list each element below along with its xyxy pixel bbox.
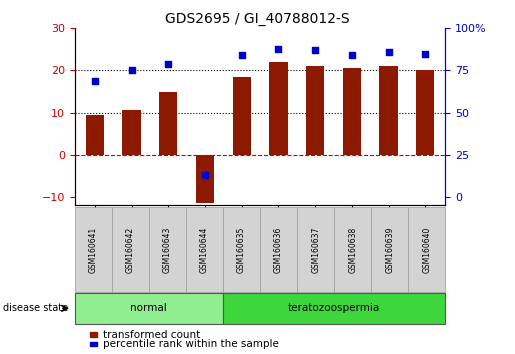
Bar — [306, 66, 324, 155]
Text: normal: normal — [130, 303, 167, 313]
Text: GSM160637: GSM160637 — [311, 226, 320, 273]
Bar — [233, 77, 251, 155]
Text: GSM160641: GSM160641 — [89, 227, 98, 273]
Text: GSM160643: GSM160643 — [163, 226, 172, 273]
Point — [237, 52, 246, 58]
Bar — [159, 92, 178, 155]
Bar — [196, 155, 214, 203]
Text: GSM160638: GSM160638 — [348, 227, 357, 273]
Text: transformed count: transformed count — [103, 330, 200, 340]
Text: GSM160639: GSM160639 — [385, 226, 394, 273]
Point — [348, 52, 356, 58]
Text: percentile rank within the sample: percentile rank within the sample — [103, 339, 279, 349]
Point — [274, 46, 283, 51]
Text: disease state: disease state — [3, 303, 67, 313]
Point — [311, 47, 319, 53]
Text: GSM160635: GSM160635 — [237, 226, 246, 273]
Bar — [342, 68, 361, 155]
Point — [421, 51, 430, 56]
Text: GSM160636: GSM160636 — [274, 226, 283, 273]
Bar — [269, 62, 287, 155]
Point — [201, 172, 209, 178]
Bar — [416, 70, 435, 155]
Bar — [380, 66, 398, 155]
Point — [127, 68, 135, 73]
Text: GDS2695 / GI_40788012-S: GDS2695 / GI_40788012-S — [165, 12, 350, 27]
Text: GSM160640: GSM160640 — [422, 226, 432, 273]
Bar — [123, 110, 141, 155]
Text: GSM160644: GSM160644 — [200, 226, 209, 273]
Point — [164, 61, 173, 67]
Text: teratozoospermia: teratozoospermia — [288, 303, 381, 313]
Point — [91, 78, 99, 84]
Text: GSM160642: GSM160642 — [126, 227, 135, 273]
Point — [385, 49, 393, 55]
Bar — [85, 115, 104, 155]
